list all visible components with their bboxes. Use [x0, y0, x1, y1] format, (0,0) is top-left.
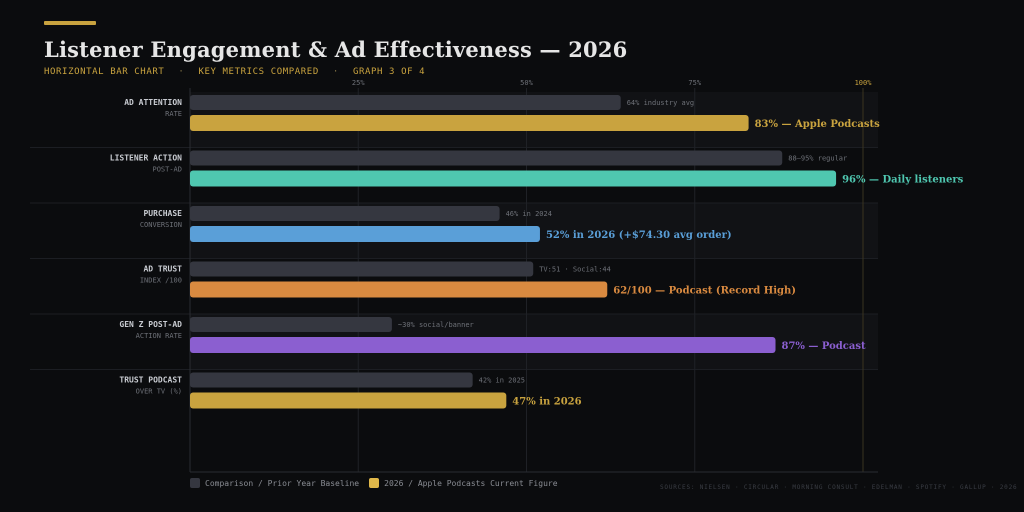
legend-label-comparison: Comparison / Prior Year Baseline [205, 478, 360, 488]
x-tick-label: 75% [688, 79, 701, 87]
category-sublabel: CONVERSION [140, 221, 182, 229]
current-bar [190, 337, 776, 353]
current-bar-label: 62/100 — Podcast (Record High) [613, 286, 796, 297]
legend-swatch-comparison [190, 478, 200, 488]
comparison-bar [190, 95, 621, 110]
x-tick-label: 50% [520, 79, 533, 87]
chart-subtitle: HORIZONTAL BAR CHART · KEY METRICS COMPA… [44, 67, 425, 77]
current-bar-label: 52% in 2026 (+$74.30 avg order) [546, 230, 732, 241]
subtitle-separator: · [332, 67, 339, 77]
legend-label-current: 2026 / Apple Podcasts Current Figure [384, 478, 558, 488]
subtitle-separator: · [178, 67, 185, 77]
x-tick-label: 25% [352, 79, 365, 87]
category-label: PURCHASE [143, 209, 182, 218]
comparison-bar [190, 150, 783, 166]
comparison-bar-label: TV:51 · Social:44 [539, 266, 611, 274]
category-label: AD TRUST [143, 265, 182, 274]
current-bar-label: 83% — Apple Podcasts [755, 119, 880, 130]
category-label: AD ATTENTION [124, 98, 182, 107]
subtitle-description: KEY METRICS COMPARED [198, 67, 319, 77]
comparison-bar-label: ~30% social/banner [398, 321, 474, 329]
legend-swatch-current [369, 478, 380, 488]
category-sublabel: INDEX /100 [140, 277, 182, 285]
comparison-bar-label: 42% in 2025 [479, 377, 525, 385]
comparison-bar-label: 64% industry avg [627, 99, 694, 107]
category-label: LISTENER ACTION [110, 154, 182, 163]
comparison-bar [190, 261, 534, 277]
current-bar [190, 115, 749, 131]
current-bar [190, 170, 837, 187]
chart-legend: Comparison / Prior Year Baseline 2026 / … [190, 478, 558, 488]
comparison-bar [190, 317, 392, 332]
current-bar-label: 96% — Daily listeners [842, 175, 964, 186]
sources-footnote: SOURCES: NIELSEN · CIRCULAR · MORNING CO… [660, 484, 1018, 491]
category-sublabel: OVER TV (%) [136, 388, 182, 396]
subtitle-graph-index: GRAPH 3 OF 4 [352, 67, 426, 77]
category-sublabel: ACTION RATE [136, 332, 182, 340]
current-bar-label: 87% — Podcast [782, 341, 866, 352]
x-tick-label: 100% [855, 79, 873, 87]
comparison-bar [190, 206, 500, 221]
comparison-bar-label: 46% in 2024 [506, 210, 552, 218]
category-label: GEN Z POST-AD [119, 320, 182, 329]
current-bar [190, 226, 540, 242]
subtitle-chart-type: HORIZONTAL BAR CHART [44, 67, 165, 77]
title-accent-line [44, 21, 96, 25]
category-sublabel: POST-AD [152, 166, 182, 174]
current-bar [190, 281, 608, 298]
current-bar [190, 392, 507, 409]
comparison-bar-label: 88–95% regular [788, 155, 847, 163]
legend-item-current: 2026 / Apple Podcasts Current Figure [369, 478, 558, 488]
current-bar-label: 47% in 2026 [512, 397, 581, 408]
category-sublabel: RATE [165, 110, 182, 118]
comparison-bar [190, 372, 473, 388]
category-label: TRUST PODCAST [119, 376, 182, 385]
chart-title: Listener Engagement & Ad Effectiveness —… [44, 37, 628, 62]
legend-item-comparison: Comparison / Prior Year Baseline [190, 478, 359, 488]
